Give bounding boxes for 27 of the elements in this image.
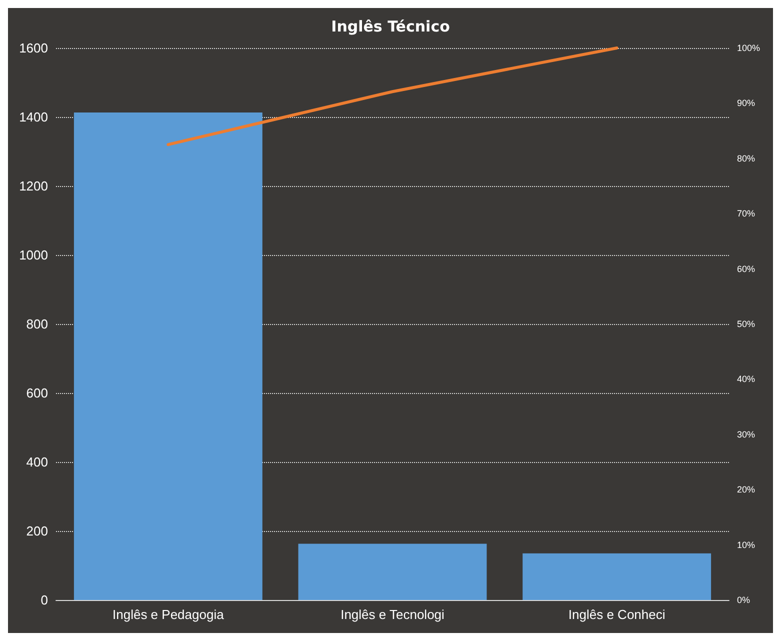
y2-tick-label: 20% xyxy=(737,484,756,495)
bar xyxy=(74,112,262,600)
y2-tick-label: 70% xyxy=(737,208,756,219)
y2-tick-label: 10% xyxy=(737,540,756,550)
y2-tick-label: 50% xyxy=(737,319,756,329)
chart-title: Inglês Técnico xyxy=(331,18,450,36)
y2-tick-label: 0% xyxy=(737,595,750,605)
y2-tick-label: 30% xyxy=(737,429,756,440)
y2-tick-label: 80% xyxy=(737,153,756,164)
y-tick-label: 400 xyxy=(26,454,48,470)
y-tick-label: 1400 xyxy=(19,110,48,124)
y-tick-label: 1600 xyxy=(19,40,48,56)
y2-tick-label: 90% xyxy=(737,98,756,108)
x-tick-label: Inglês e Tecnologi xyxy=(340,607,445,622)
bar xyxy=(522,553,712,600)
y2-tick-label: 60% xyxy=(737,264,756,274)
y-tick-label: 1000 xyxy=(19,248,48,262)
y-tick-label: 200 xyxy=(26,524,48,538)
y-tick-label: 1200 xyxy=(19,178,48,194)
y2-tick-label: 100% xyxy=(737,43,760,53)
y-tick-label: 800 xyxy=(26,316,48,332)
y-tick-label: 0 xyxy=(40,592,48,608)
x-tick-label: Inglês e Pedagogia xyxy=(112,607,225,622)
bar xyxy=(298,544,487,600)
x-tick-label: Inglês e Conheci xyxy=(568,607,666,622)
y2-tick-label: 40% xyxy=(737,374,756,384)
y-tick-label: 600 xyxy=(26,386,48,400)
